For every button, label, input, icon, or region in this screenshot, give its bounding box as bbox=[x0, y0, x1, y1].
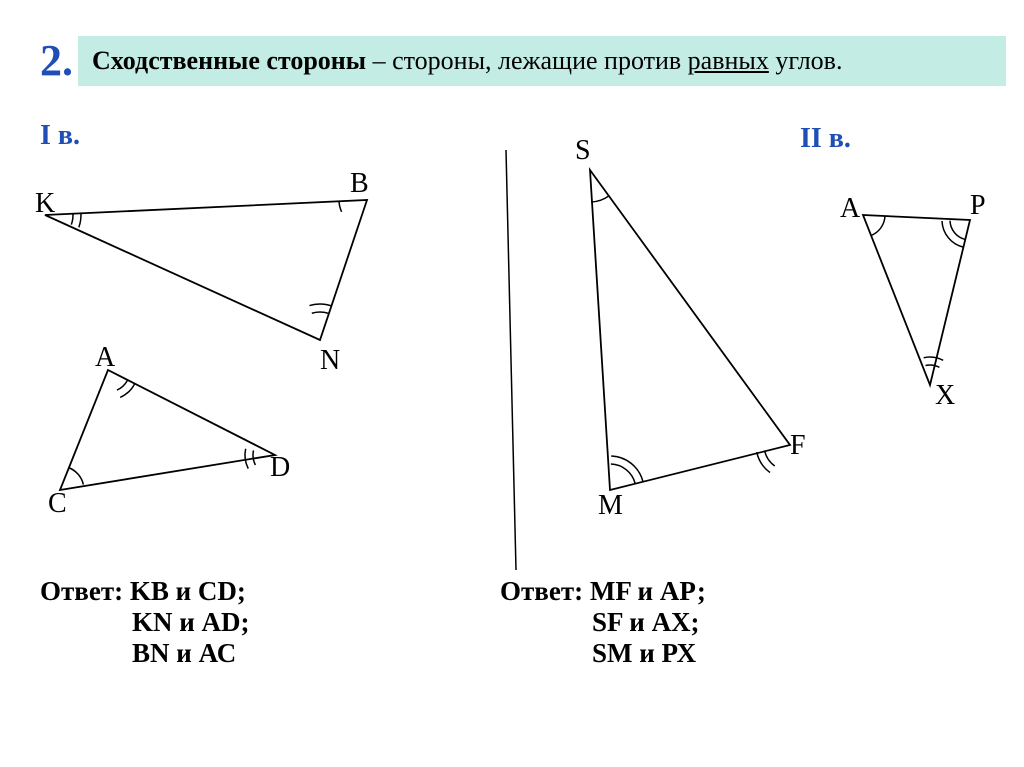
vertex-label: F bbox=[790, 430, 806, 462]
answer-line: Ответ: KB и CD; bbox=[40, 576, 250, 607]
answer-line: SM и РХ bbox=[500, 638, 706, 669]
vertex-label: C bbox=[48, 488, 67, 520]
answer-line: SF и АХ; bbox=[500, 607, 706, 638]
answer-line: BN и АС bbox=[40, 638, 250, 669]
vertex-label: A bbox=[95, 342, 115, 374]
vertex-label: B bbox=[350, 168, 369, 200]
vertex-label: D bbox=[270, 452, 290, 484]
vertex-label: A bbox=[840, 193, 860, 225]
vertex-label: X bbox=[935, 380, 955, 412]
answer-right: Ответ: MF и АР;SF и АХ;SM и РХ bbox=[500, 576, 706, 669]
vertex-label: P bbox=[970, 190, 986, 222]
vertex-label: M bbox=[598, 490, 623, 522]
vertex-label: K bbox=[35, 188, 55, 220]
answer-line: KN и AD; bbox=[40, 607, 250, 638]
answer-line: Ответ: MF и АР; bbox=[500, 576, 706, 607]
answer-left: Ответ: KB и CD;KN и AD;BN и АС bbox=[40, 576, 250, 669]
vertex-label: N bbox=[320, 345, 340, 377]
vertex-label: S bbox=[575, 135, 591, 167]
